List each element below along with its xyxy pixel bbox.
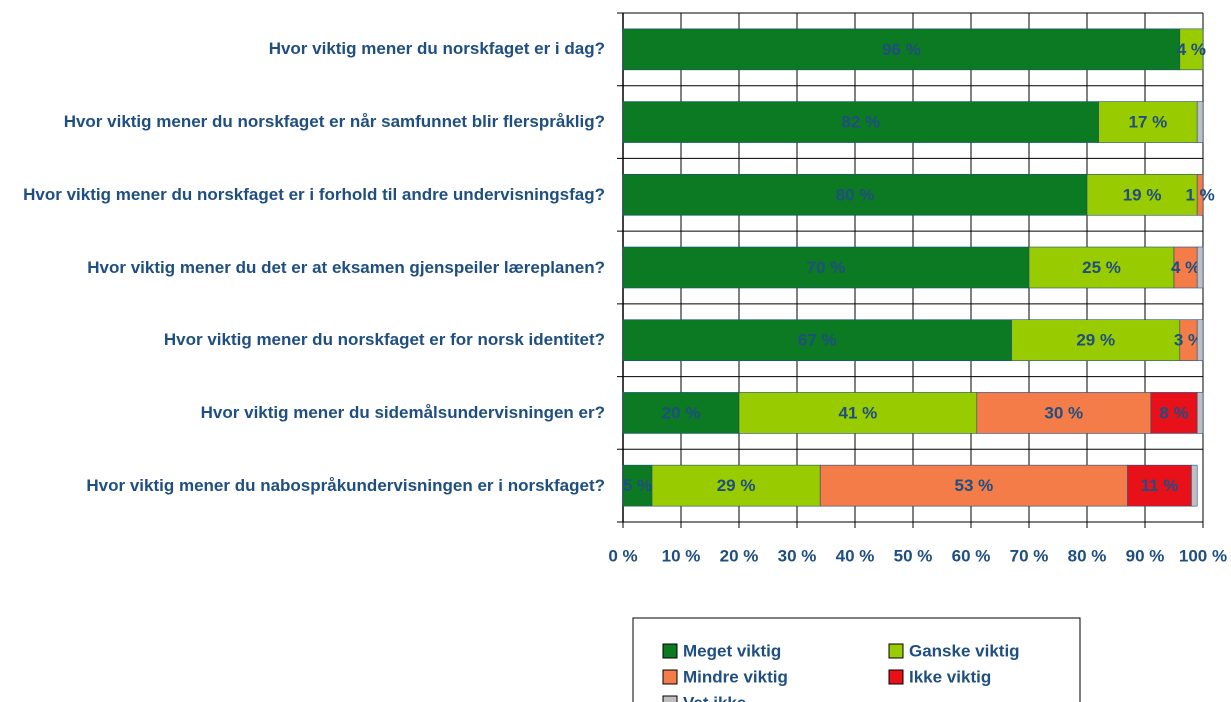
category-text: Hvor viktig mener du norskfaget er i for… (23, 184, 605, 204)
x-tick-label: 60 % (952, 546, 991, 565)
bar-segment (622, 173, 1088, 216)
legend-swatch (662, 669, 678, 685)
bar-segment (622, 319, 1012, 362)
bar-segment (622, 246, 1030, 289)
category-text: Hvor viktig mener du det er at eksamen g… (87, 257, 605, 277)
data-label: 11 % (1141, 476, 1179, 495)
x-tick-label: 70 % (1010, 546, 1049, 565)
data-label: 29 % (717, 476, 756, 495)
bar-segment (1196, 101, 1204, 143)
x-tick-label: 100 % (1179, 546, 1227, 565)
legend-label: Vet ikke (683, 693, 746, 702)
category-text: Hvor viktig mener du nabospråkundervisni… (86, 475, 605, 495)
data-label: 20 % (662, 403, 701, 422)
legend-swatch (662, 695, 678, 702)
x-tick-label: 80 % (1068, 546, 1107, 565)
category-text: Hvor viktig mener du sidemålsundervisnin… (200, 402, 605, 422)
bar-segment (1196, 392, 1204, 434)
legend-swatch (888, 643, 904, 659)
data-label: 41 % (839, 403, 878, 422)
data-label: 8 % (1159, 403, 1188, 422)
data-label: 25 % (1082, 258, 1121, 277)
category-text: Hvor viktig mener du norskfaget er når s… (63, 112, 605, 132)
category-label: Hvor viktig mener du norskfaget er i for… (0, 183, 605, 207)
bar-segment (1150, 392, 1198, 434)
category-text: Hvor viktig mener du norskfaget er for n… (163, 330, 605, 350)
category-text: Hvor viktig mener du norskfaget er i dag… (268, 39, 605, 59)
data-label: 3 % (1174, 331, 1203, 350)
legend-swatch (888, 669, 904, 685)
bar-segment (1179, 28, 1204, 71)
data-label: 53 % (955, 476, 994, 495)
bar-segment (651, 464, 821, 507)
x-tick-label: 90 % (1126, 546, 1165, 565)
data-label: 17 % (1129, 113, 1168, 132)
data-label: 96 % (882, 40, 921, 59)
bar-segment (1127, 464, 1192, 507)
bar-segment (622, 28, 1181, 71)
data-label: 29 % (1076, 331, 1115, 350)
x-tick-label: 50 % (894, 546, 933, 565)
bar-segment (1098, 101, 1198, 143)
category-label: Hvor viktig mener du nabospråkundervisni… (0, 474, 605, 498)
category-label: Hvor viktig mener du norskfaget er når s… (0, 110, 605, 134)
bar-segment (819, 464, 1128, 507)
legend-label: Meget viktig (683, 641, 781, 660)
bar-segment (1196, 319, 1204, 362)
x-tick-label: 30 % (778, 546, 817, 565)
legend-box (632, 617, 1081, 702)
bar-segment (622, 392, 740, 434)
bar-segment (1086, 173, 1198, 216)
x-tick-label: 40 % (836, 546, 875, 565)
data-label: 4 % (1171, 258, 1200, 277)
bar-segment (1011, 319, 1181, 362)
bar-segment (622, 101, 1099, 143)
bar-segment (1196, 173, 1204, 216)
data-label: 5 % (623, 476, 652, 495)
legend-label: Ganske viktig (909, 641, 1020, 660)
data-label: 80 % (836, 185, 875, 204)
bar-segment (738, 392, 978, 434)
legend-swatch (662, 643, 678, 659)
legend-label: Mindre viktig (683, 667, 788, 686)
data-label: 4 % (1177, 40, 1206, 59)
category-label: Hvor viktig mener du norskfaget er for n… (0, 328, 605, 352)
data-label: 19 % (1123, 185, 1162, 204)
bar-segment (622, 464, 653, 507)
bar-segment (1191, 464, 1198, 507)
category-label: Hvor viktig mener du sidemålsundervisnin… (0, 401, 605, 425)
legend-label: Ikke viktig (909, 667, 991, 686)
data-label: 67 % (798, 331, 837, 350)
bar-segment (976, 392, 1152, 434)
bar-segment (1196, 246, 1204, 289)
category-label: Hvor viktig mener du norskfaget er i dag… (0, 37, 605, 61)
x-tick-label: 20 % (720, 546, 759, 565)
data-label: 1 % (1185, 185, 1214, 204)
category-label: Hvor viktig mener du det er at eksamen g… (0, 256, 605, 280)
data-label: 30 % (1044, 403, 1083, 422)
x-tick-label: 0 % (608, 546, 637, 565)
data-label: 82 % (841, 113, 880, 132)
data-label: 70 % (807, 258, 846, 277)
x-tick-label: 10 % (662, 546, 701, 565)
